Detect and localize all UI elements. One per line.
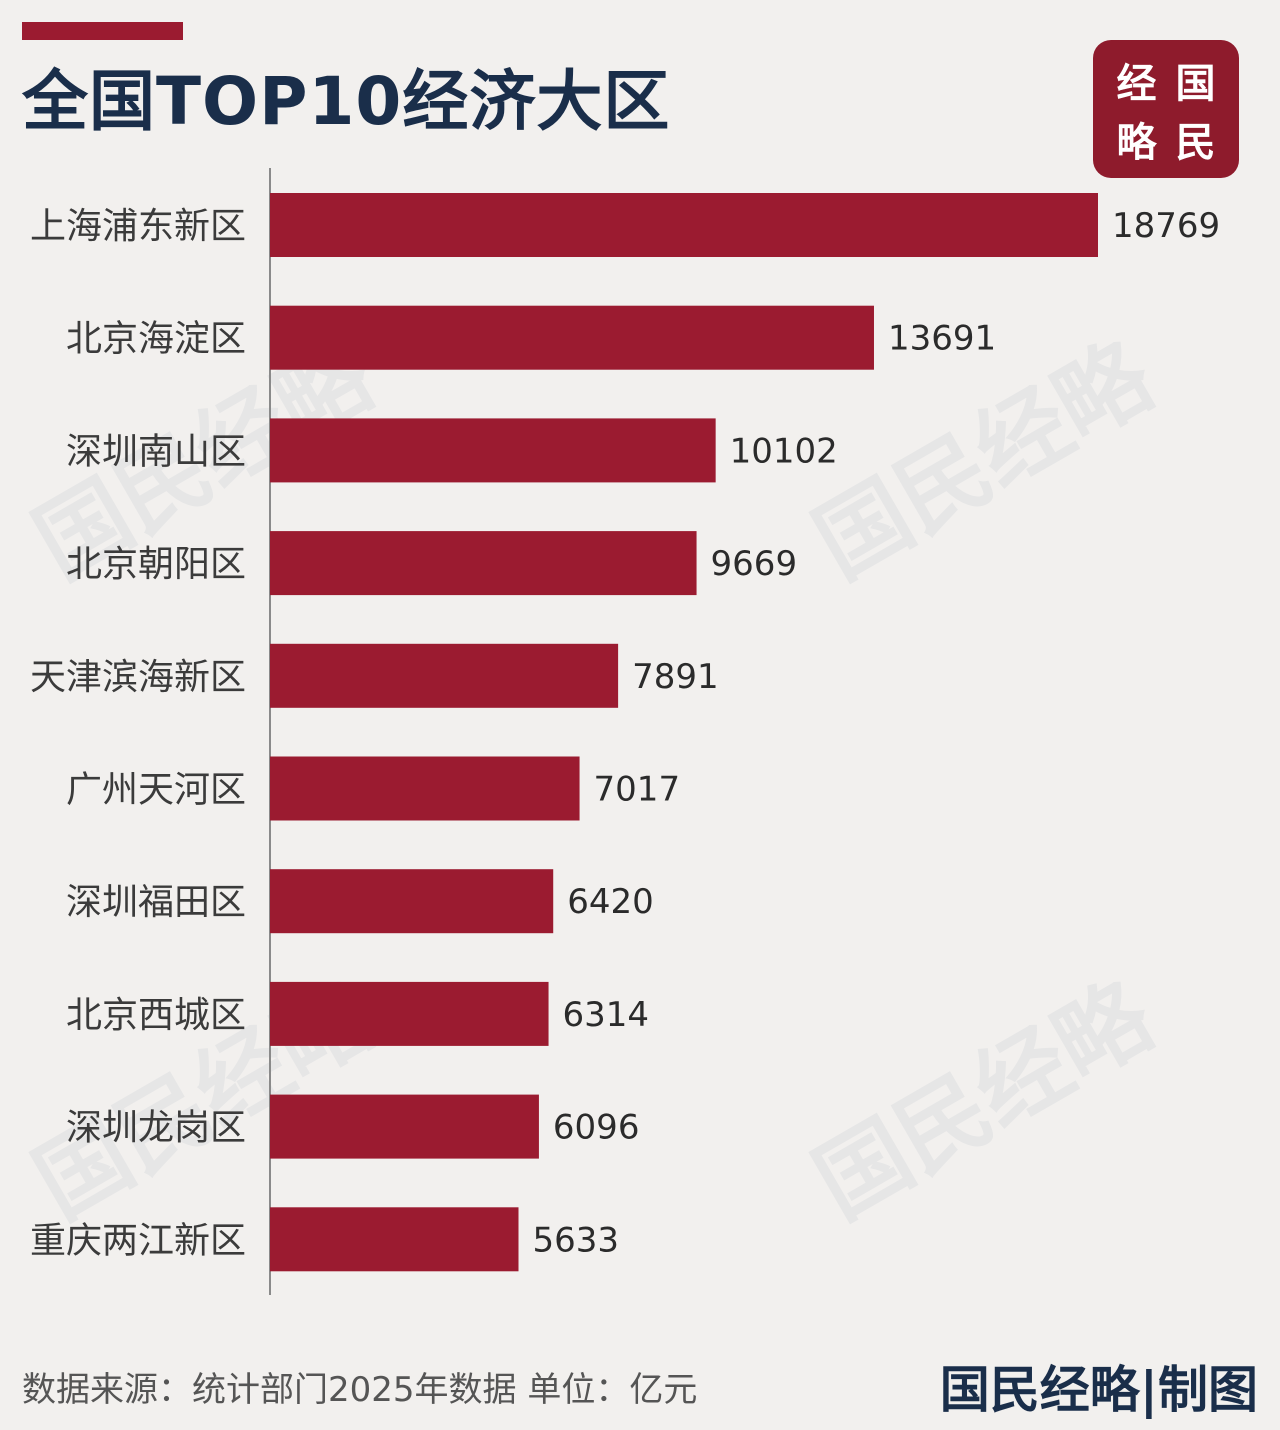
category-label: 北京朝阳区 — [66, 544, 246, 585]
value-label: 5633 — [533, 1220, 620, 1260]
category-label: 北京西城区 — [66, 995, 246, 1036]
value-label: 6314 — [563, 995, 650, 1035]
watermark-text: 国民经略 — [798, 961, 1172, 1239]
bars-group: 上海浦东新区 18769 北京海淀区 13691 深圳南山区 10102 北京朝阳区 9669… — [30, 193, 1220, 1272]
category-label: 天津滨海新区 — [30, 657, 246, 698]
bar — [270, 756, 580, 821]
bar — [270, 643, 619, 708]
bar — [270, 869, 554, 934]
bar — [270, 1207, 519, 1272]
data-source-note: 数据来源：统计部门2025年数据 单位：亿元 — [22, 1370, 698, 1410]
brand-logo: 经 国 略 民 — [1093, 40, 1239, 178]
value-label: 7017 — [594, 770, 681, 810]
category-label: 深圳龙岗区 — [66, 1108, 246, 1149]
category-label: 重庆两江新区 — [30, 1220, 246, 1261]
value-label: 18769 — [1112, 206, 1220, 246]
category-label: 深圳南山区 — [66, 431, 246, 472]
logo-char: 略 — [1116, 118, 1157, 166]
value-label: 13691 — [888, 319, 996, 359]
category-label: 北京海淀区 — [66, 319, 246, 360]
value-label: 6096 — [553, 1108, 640, 1148]
value-label: 7891 — [632, 657, 719, 697]
category-label: 广州天河区 — [66, 770, 246, 811]
bar — [270, 418, 716, 483]
category-label: 深圳福田区 — [66, 882, 246, 923]
value-label: 9669 — [711, 544, 798, 584]
bar — [270, 305, 874, 370]
logo-char: 国 — [1175, 59, 1216, 107]
logo-char: 民 — [1175, 118, 1216, 166]
value-label: 10102 — [730, 431, 838, 471]
bar — [270, 531, 697, 596]
title-accent-bar — [22, 22, 183, 40]
footer-brand: 国民经略|制图 — [939, 1361, 1258, 1419]
bar — [270, 981, 549, 1046]
category-label: 上海浦东新区 — [30, 206, 246, 247]
value-label: 6420 — [567, 882, 654, 922]
page-title: 全国TOP10经济大区 — [22, 63, 671, 140]
bar — [270, 1094, 539, 1159]
logo-char: 经 — [1116, 59, 1157, 107]
bar — [270, 193, 1098, 257]
